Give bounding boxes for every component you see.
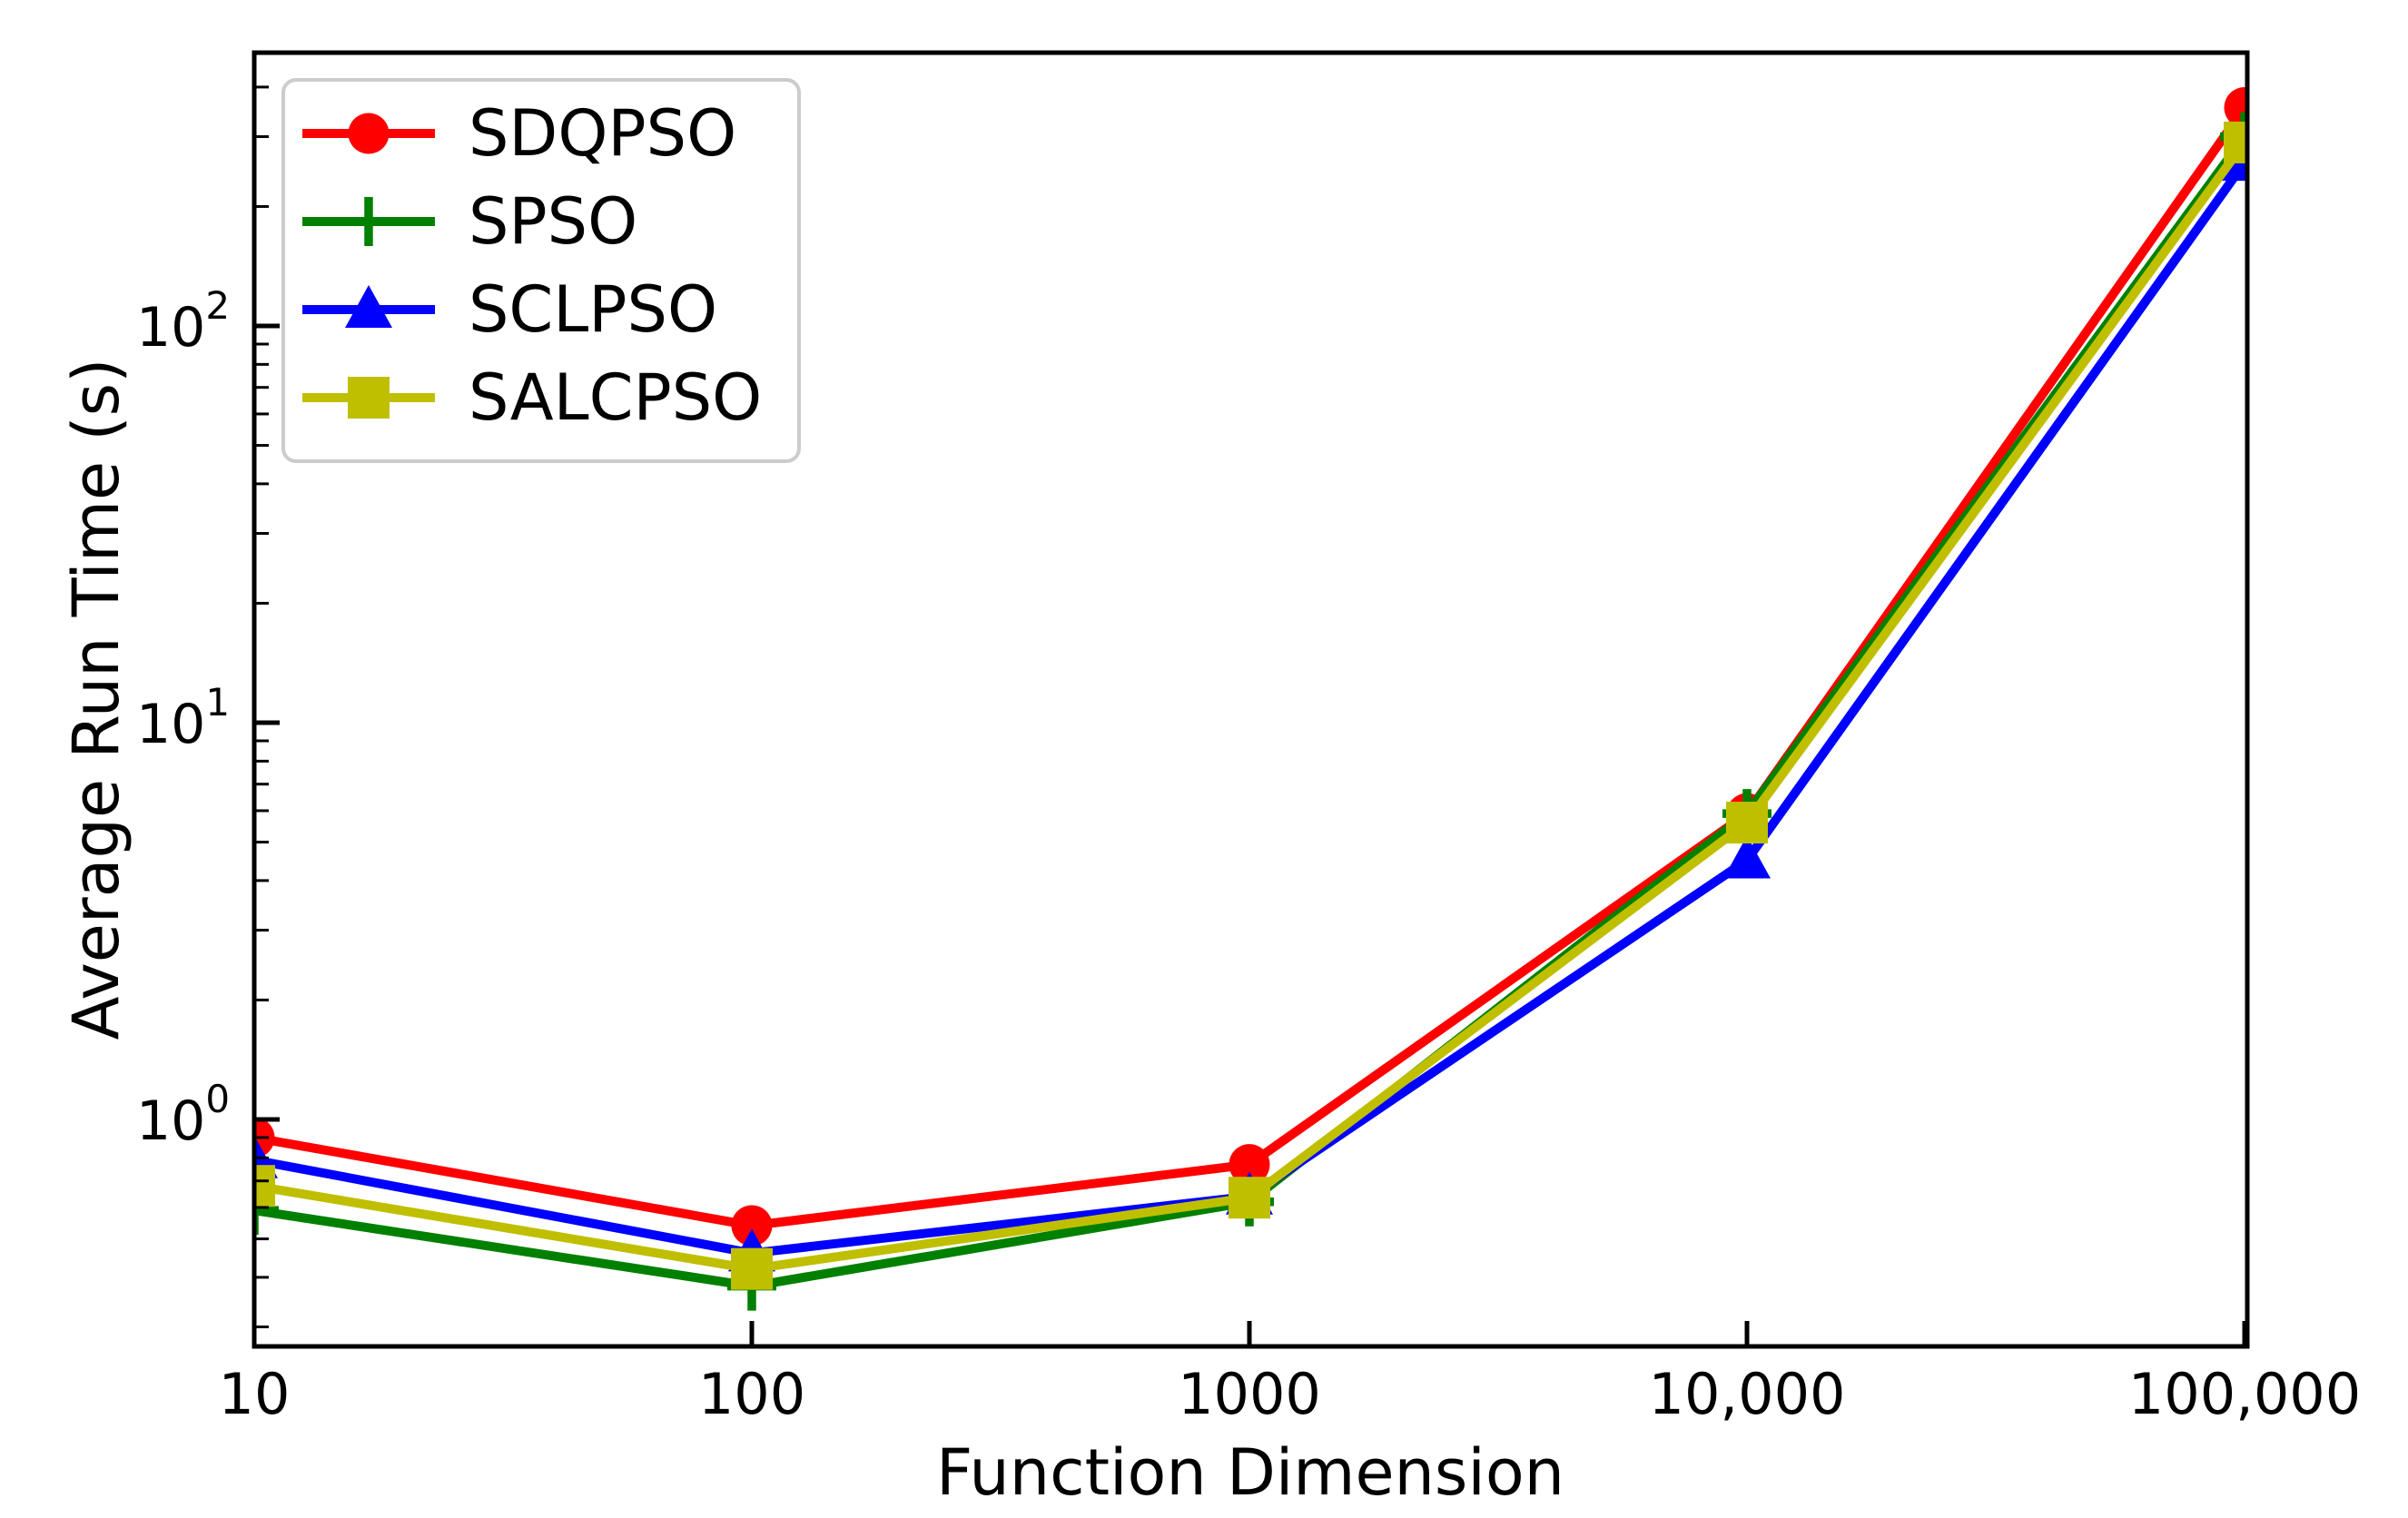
legend-item-SALCPSO: SALCPSO [302, 360, 762, 435]
series-marker-SDQPSO [1229, 1144, 1270, 1186]
series-marker-SCLPSO [1723, 835, 1771, 879]
series-marker-SALCPSO [2224, 121, 2247, 163]
y-tick-label: 100 [136, 1077, 230, 1153]
x-tick-label: 1000 [1178, 1361, 1321, 1427]
x-tick-label: 10 [219, 1361, 291, 1427]
series-layer [254, 87, 2247, 1311]
legend-plus-icon [344, 197, 393, 246]
series-marker-SALCPSO [1726, 802, 1768, 844]
y-tick-label: 102 [136, 283, 230, 360]
axes-layer: 10 100 1000 10,000 100,000 100 101 102 [136, 50, 2361, 1427]
x-tick-label: 100,000 [2128, 1361, 2361, 1427]
legend-triangle-icon [345, 285, 392, 328]
series-marker-SDQPSO [731, 1205, 773, 1247]
legend: SDQPSO SPSO SCLPSO SALCPSO [281, 78, 801, 463]
plot-border [252, 50, 2250, 1349]
y-axis-title: Average Run Time (s) [59, 359, 133, 1040]
legend-label: SCLPSO [469, 272, 717, 347]
legend-label: SALCPSO [469, 360, 762, 435]
series-marker-SPSO [254, 1186, 279, 1236]
legend-box [281, 78, 801, 463]
series-marker-SALCPSO [254, 1165, 275, 1208]
legend-item-SCLPSO: SCLPSO [302, 272, 717, 347]
x-tick-label: 100 [698, 1361, 805, 1427]
y-tick-label: 101 [136, 680, 230, 756]
x-tick-label: 10,000 [1649, 1361, 1846, 1427]
series-marker-SALCPSO [1229, 1177, 1270, 1219]
x-axis-title: Function Dimension [936, 1435, 1564, 1510]
legend-item-SDQPSO: SDQPSO [302, 96, 736, 171]
legend-circle-icon [348, 113, 390, 154]
legend-square-icon [348, 377, 390, 419]
series-marker-SALCPSO [731, 1247, 773, 1290]
legend-item-SPSO: SPSO [302, 184, 637, 259]
legend-label: SDQPSO [469, 96, 736, 171]
legend-label: SPSO [469, 184, 637, 259]
